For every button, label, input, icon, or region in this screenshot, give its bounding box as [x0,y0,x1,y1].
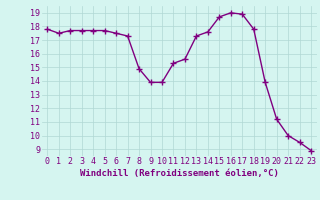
X-axis label: Windchill (Refroidissement éolien,°C): Windchill (Refroidissement éolien,°C) [80,169,279,178]
